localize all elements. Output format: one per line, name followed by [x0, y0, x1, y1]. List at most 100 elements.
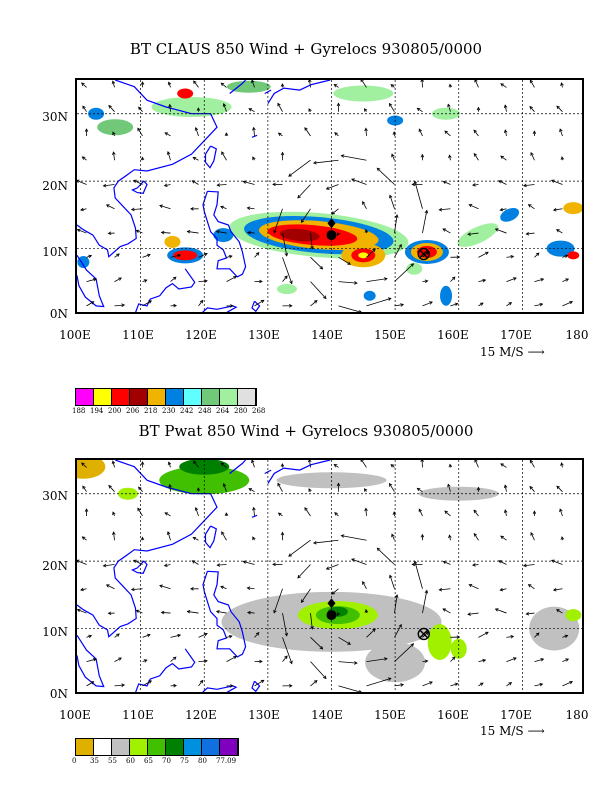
- gyre-location-icon: [417, 247, 430, 261]
- wind-vector: [223, 103, 227, 112]
- wind-vector-head: [411, 182, 416, 187]
- colorbar-swatch: [76, 739, 94, 755]
- wind-vector-head: [400, 683, 405, 687]
- wind-vector-head: [82, 105, 86, 110]
- wind-vector: [192, 180, 199, 185]
- colorbar-swatch: [94, 739, 112, 755]
- wind-vector-head: [359, 309, 362, 312]
- gridlines: [77, 460, 582, 692]
- wind-vector: [377, 547, 395, 565]
- wind-vector-head: [529, 80, 534, 84]
- wind-vector: [338, 256, 351, 265]
- wind-vector: [478, 631, 489, 638]
- lon-label-150e: 150E: [374, 328, 406, 342]
- wind-vector-head: [107, 611, 112, 616]
- wind-vector: [351, 558, 367, 565]
- wind-vector-head: [448, 154, 452, 159]
- wind-vector: [131, 208, 143, 211]
- wind-vector-head: [527, 204, 532, 208]
- wind-vector-head: [288, 684, 293, 688]
- wind-vector: [526, 232, 535, 235]
- wind-vector-head: [494, 228, 499, 232]
- wind-vector-head: [92, 657, 97, 662]
- wind-vector-head: [476, 486, 481, 491]
- field-contour: [77, 256, 90, 269]
- field-contour: [333, 85, 394, 102]
- wind-vector-head: [288, 173, 292, 177]
- wind-vector: [86, 278, 97, 282]
- wind-vector: [389, 195, 395, 209]
- lon-label-180: 180: [565, 328, 589, 342]
- wind-vector: [500, 535, 507, 541]
- wind-vector-head: [164, 512, 169, 516]
- wind-vector: [167, 151, 171, 161]
- wind-vector: [366, 658, 388, 663]
- wind-vector: [304, 507, 311, 517]
- wind-vector-head: [454, 302, 459, 307]
- wind-vector-head: [472, 183, 476, 187]
- wind-vector-head: [313, 680, 318, 684]
- colorbar-label: 218: [144, 407, 158, 415]
- wind-vector: [562, 255, 568, 258]
- panel2-title: BT Pwat 850 Wind + Gyrelocs 930805/0000: [138, 422, 474, 440]
- wind-vector: [253, 127, 255, 137]
- wind-vector-head: [221, 531, 225, 535]
- wind-vector-head: [220, 462, 225, 467]
- wind-vector-head: [216, 563, 221, 567]
- wind-vector-head: [280, 463, 285, 467]
- colorbar-label: 242: [180, 407, 194, 415]
- wind-vector: [442, 608, 451, 614]
- wind-vector-head: [220, 585, 224, 590]
- wind-vector: [478, 251, 489, 258]
- wind-vector: [82, 485, 87, 492]
- wind-vector: [418, 508, 423, 517]
- wind-vector-head: [90, 301, 95, 305]
- wind-vector-head: [334, 512, 338, 516]
- wind-vector-head: [360, 80, 364, 83]
- wind-vector: [313, 159, 339, 164]
- field-contour: [117, 487, 138, 500]
- wind-vector: [331, 588, 339, 595]
- wind-vector: [444, 510, 451, 517]
- wind-vector-head: [192, 536, 197, 541]
- wind-vector-head: [394, 594, 399, 598]
- colorbar-label: 75: [180, 757, 189, 765]
- wind-vector: [282, 232, 288, 256]
- wind-vector-head: [513, 277, 517, 281]
- wind-vector-head: [130, 207, 135, 212]
- wind-vector-head: [81, 82, 85, 86]
- wind-vector: [170, 276, 177, 282]
- wind-vector-head: [220, 205, 224, 210]
- wind-vector-head: [284, 275, 288, 280]
- wind-vector: [221, 531, 227, 541]
- wind-vector: [556, 105, 563, 112]
- wind-vector: [254, 632, 260, 638]
- wind-vector: [473, 533, 479, 541]
- wind-vector: [504, 509, 507, 517]
- wind-vector-head: [143, 659, 148, 663]
- wind-vector-head: [500, 463, 504, 467]
- wind-vector-head: [300, 219, 305, 224]
- field-contour: [358, 252, 369, 259]
- colorbar-swatch: [166, 389, 184, 405]
- wind-vector-head: [532, 130, 537, 135]
- wind-vector-head: [550, 179, 555, 183]
- panel1-colorbar: [75, 388, 257, 406]
- wind-vector-head: [340, 534, 345, 538]
- wind-vector-head: [410, 643, 415, 647]
- wind-vector: [450, 656, 456, 662]
- wind-vector-head: [451, 276, 456, 281]
- field-contour: [151, 96, 232, 117]
- wind-vector: [253, 507, 255, 517]
- lon-label-160e: 160E: [437, 708, 469, 722]
- wind-vector: [221, 151, 227, 161]
- wind-vector-head: [310, 245, 314, 250]
- wind-vector-head: [552, 207, 557, 212]
- wind-vector-head: [130, 587, 135, 592]
- lon-label-120e: 120E: [185, 328, 217, 342]
- wind-vector-head: [140, 461, 145, 465]
- wind-vector-head: [479, 302, 484, 306]
- wind-vector-head: [172, 656, 177, 661]
- wind-vector: [77, 560, 87, 565]
- lat-label-10n: 10N: [42, 625, 68, 639]
